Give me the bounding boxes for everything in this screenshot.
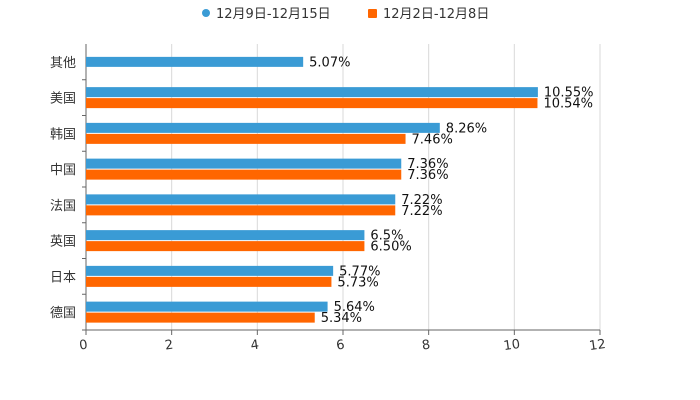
legend-label-series-2[interactable]: 12月2日-12月8日 [383, 7, 489, 22]
data-label-series-1-5: 6.5% [370, 229, 403, 244]
bar-series-1-1[interactable] [86, 87, 538, 98]
data-label-series-1-0: 5.07% [309, 55, 350, 70]
category-label-5: 英国 [50, 235, 76, 250]
bar-series-1-6[interactable] [86, 265, 334, 276]
category-label-1: 美国 [50, 92, 76, 107]
bar-series-1-5[interactable] [86, 230, 365, 241]
category-label-6: 日本 [50, 270, 76, 285]
bar-series-2-6[interactable] [86, 276, 332, 287]
data-label-series-1-3: 7.36% [407, 157, 448, 172]
x-tick-label-0: 0 [78, 338, 88, 354]
legend-label-series-1[interactable]: 12月9日-12月15日 [216, 7, 331, 22]
bar-series-2-1[interactable] [86, 98, 538, 109]
x-tick-label-5: 10 [503, 337, 521, 354]
data-label-series-1-6: 5.77% [339, 264, 380, 279]
x-tick-label-2: 4 [250, 338, 260, 354]
bar-series-1-2[interactable] [86, 122, 440, 133]
data-labels: 5.07% 10.55%10.54% 8.26%7.46% 7.36%7.36% 7.2… [309, 55, 593, 326]
category-label-0: 其他 [50, 56, 76, 71]
legend-marker-series-1 [202, 9, 210, 17]
legend-marker-series-2 [368, 9, 377, 18]
bar-series-2-4[interactable] [86, 205, 396, 216]
x-tick-label-3: 6 [335, 338, 345, 354]
bar-series-1-4[interactable] [86, 194, 396, 205]
category-label-3: 中国 [50, 163, 76, 178]
bar-series-2-7[interactable] [86, 312, 315, 323]
bar-series-1-3[interactable] [86, 158, 402, 169]
x-tick-label-4: 8 [421, 338, 431, 354]
bar-series-1-0[interactable] [86, 56, 304, 67]
gridlines [171, 44, 601, 330]
data-label-series-2-6: 5.73% [337, 275, 378, 290]
bar-series-1-7[interactable] [86, 301, 328, 312]
data-label-series-2-3: 7.36% [407, 168, 448, 183]
data-label-series-2-2: 7.46% [412, 132, 453, 147]
category-label-7: 德国 [50, 306, 76, 321]
x-tick-label-6: 12 [588, 337, 606, 354]
data-label-series-1-2: 8.26% [446, 121, 487, 136]
legend: 12月9日-12月15日 12月2日-12月8日 [202, 7, 489, 22]
data-label-series-2-1: 10.54% [543, 97, 593, 112]
bars [86, 56, 538, 323]
x-tick-label-1: 2 [164, 338, 174, 354]
data-label-series-1-7: 5.64% [334, 300, 375, 315]
bar-series-2-2[interactable] [86, 133, 406, 144]
category-label-4: 法国 [50, 199, 76, 214]
data-label-series-1-4: 7.22% [401, 193, 442, 208]
data-label-series-2-5: 6.50% [370, 240, 411, 255]
data-label-series-1-1: 10.55% [544, 86, 594, 101]
bar-series-2-5[interactable] [86, 241, 365, 252]
category-label-2: 韩国 [50, 127, 76, 142]
data-label-series-2-4: 7.22% [401, 204, 442, 219]
bar-series-2-3[interactable] [86, 169, 402, 180]
data-label-series-2-7: 5.34% [321, 311, 362, 326]
